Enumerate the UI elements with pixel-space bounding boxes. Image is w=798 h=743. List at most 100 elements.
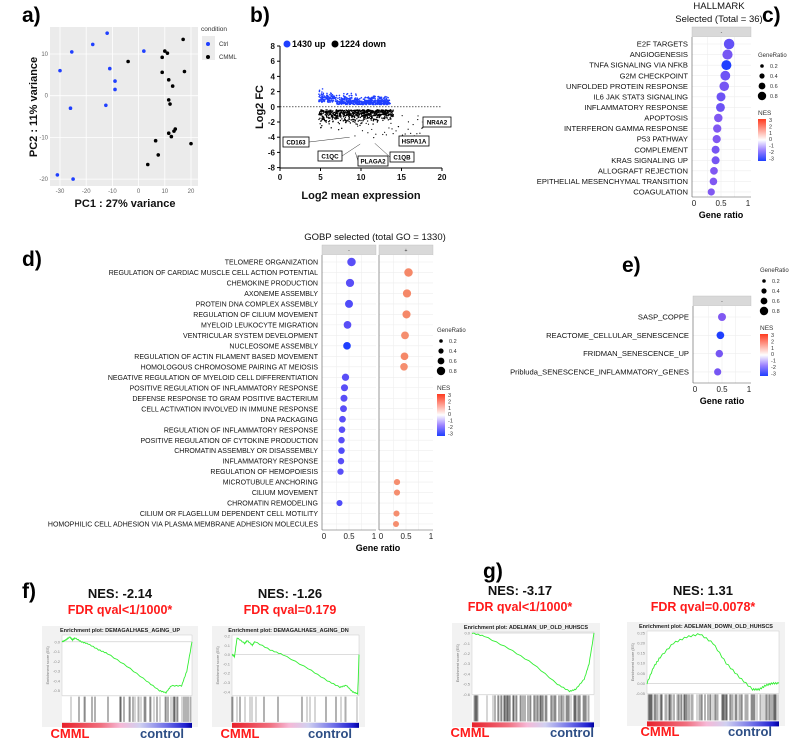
term-dot xyxy=(345,299,353,308)
down-gene-point xyxy=(376,116,379,118)
ma-ylabel: Log2 FC xyxy=(254,85,266,129)
up-gene-point xyxy=(364,102,367,104)
down-gene-point xyxy=(320,109,322,111)
term-dot xyxy=(707,188,715,196)
term-dot xyxy=(723,38,735,50)
x-axis-label: Gene ratio xyxy=(699,210,744,220)
fdr-qvalue: FDR qval=0.179 xyxy=(244,603,337,617)
up-gene-point xyxy=(323,96,325,98)
down-gene-point xyxy=(342,116,345,118)
pca-xtick: -10 xyxy=(108,189,117,195)
down-gene-point xyxy=(401,115,403,117)
up-gene-point xyxy=(377,95,379,98)
xtick-label: 0 xyxy=(379,532,384,541)
down-gene-point xyxy=(387,114,390,116)
ma-xtick: 20 xyxy=(438,173,447,182)
pca-point-cmml xyxy=(166,131,171,136)
down-gene-point xyxy=(328,113,330,115)
panel-label-g: g) xyxy=(483,560,503,583)
down-gene-point xyxy=(343,118,346,120)
pca-point-cmml xyxy=(163,49,167,53)
down-gene-point xyxy=(331,118,334,120)
pca-xlabel: PC1 : 27% variance xyxy=(75,198,176,210)
ma-ytick: 6 xyxy=(271,57,276,66)
term-label: INTERFERON GAMMA RESPONSE xyxy=(564,124,688,133)
ranked-list-bar xyxy=(472,722,594,728)
generatio-legend-label: 0.6 xyxy=(449,359,457,365)
term-label: INFLAMMATORY RESPONSE xyxy=(584,103,688,112)
down-gene-point xyxy=(321,110,323,112)
down-gene-point xyxy=(326,112,329,114)
down-gene-point xyxy=(346,113,349,116)
nes-legend-label: 1 xyxy=(448,406,451,412)
down-gene-point xyxy=(318,112,321,115)
down-gene-point xyxy=(382,133,384,136)
down-gene-point xyxy=(357,120,359,122)
pca-ytick: -10 xyxy=(39,135,48,141)
generatio-legend-label: 0.6 xyxy=(770,84,778,90)
down-gene-point xyxy=(416,133,418,135)
down-gene-point xyxy=(362,119,365,121)
up-gene-point xyxy=(337,97,339,100)
term-label: VENTRICULAR SYSTEM DEVELOPMENT xyxy=(183,333,319,340)
term-dot xyxy=(337,457,345,465)
up-gene-point xyxy=(330,99,332,102)
down-gene-point xyxy=(330,109,332,112)
nes-legend-title: NES xyxy=(437,385,451,392)
down-gene-point xyxy=(357,125,359,127)
up-gene-point xyxy=(336,99,339,102)
nes-legend-label: 2 xyxy=(769,124,772,130)
es-curve xyxy=(471,632,595,693)
down-gene-point xyxy=(385,113,388,115)
pca-point-cmml xyxy=(153,138,158,143)
down-gene-point xyxy=(354,109,356,112)
up-gene-point xyxy=(335,94,338,97)
down-gene-point xyxy=(358,113,361,116)
down-gene-point xyxy=(410,132,412,134)
xtick-label: 0.5 xyxy=(343,532,355,541)
down-gene-point xyxy=(350,110,353,112)
down-gene-point xyxy=(346,120,348,122)
down-gene-point xyxy=(336,114,339,117)
generatio-legend-title: GeneRatio xyxy=(760,268,789,274)
up-gene-point xyxy=(378,103,381,105)
es-ytick: 0.0 xyxy=(224,652,230,657)
down-gene-point xyxy=(371,128,373,131)
down-gene-point xyxy=(326,110,328,113)
up-gene-point xyxy=(385,100,387,103)
pca-point-cmml xyxy=(166,98,171,102)
down-gene-point xyxy=(352,114,355,116)
down-gene-point xyxy=(392,133,394,135)
facet-label: - xyxy=(348,248,350,254)
down-gene-point xyxy=(379,110,381,112)
down-gene-point xyxy=(381,109,383,111)
up-gene-point xyxy=(327,99,330,101)
term-label: HOMOPHILIC CELL ADHESION VIA PLASMA MEMB… xyxy=(48,522,318,529)
term-dot xyxy=(718,313,726,321)
down-gene-point xyxy=(332,110,334,112)
es-ytick: -0.1 xyxy=(53,649,61,654)
down-gene-point xyxy=(320,126,322,129)
term-dot xyxy=(720,70,731,81)
up-gene-point xyxy=(376,102,379,105)
facet-label: - xyxy=(721,30,723,36)
pca-point-cmml xyxy=(173,127,178,131)
down-gene-point xyxy=(369,115,371,118)
ma-ytick: 8 xyxy=(271,42,276,51)
term-label: IL6 JAK STAT3 SIGNALING xyxy=(593,92,688,101)
term-dot xyxy=(714,113,723,123)
up-gene-point xyxy=(330,94,332,97)
term-label: ANGIOGENESIS xyxy=(630,50,688,59)
down-gene-point xyxy=(346,112,348,114)
generatio-legend-dot xyxy=(762,279,766,283)
term-dot xyxy=(343,321,352,329)
down-gene-point xyxy=(330,115,333,117)
xtick-label: 1 xyxy=(747,385,752,394)
term-label: DNA PACKAGING xyxy=(261,417,318,424)
hallmark-subtitle: Selected (Total = 36) xyxy=(675,14,762,25)
es-ytick: -0.2 xyxy=(53,659,61,664)
down-gene-point xyxy=(373,114,375,116)
up-gene-point xyxy=(364,97,366,99)
down-gene-point xyxy=(356,118,358,120)
